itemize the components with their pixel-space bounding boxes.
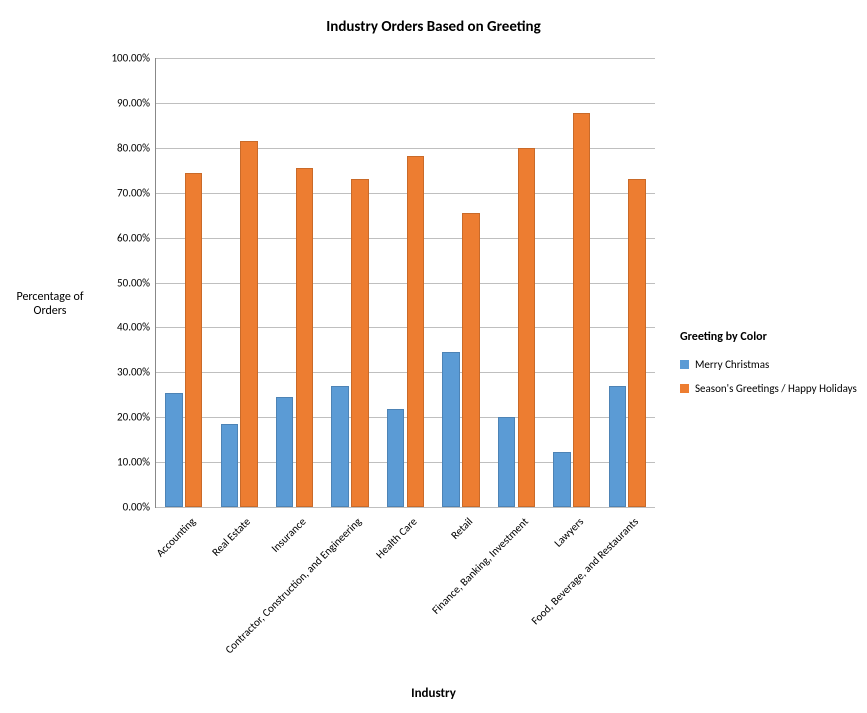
legend-item: Merry Christmas — [680, 358, 769, 371]
bar — [573, 113, 590, 507]
legend-label: Season's Greetings / Happy Holidays — [695, 382, 857, 395]
x-tick-label: Health Care — [373, 515, 419, 561]
x-tick-label: Accounting — [153, 515, 197, 559]
gridline — [156, 103, 655, 104]
bar — [185, 173, 202, 508]
x-axis-label: Industry — [0, 686, 867, 701]
bar — [628, 179, 645, 507]
x-tick-label: Retail — [448, 515, 475, 542]
bar — [442, 352, 459, 507]
bar — [165, 393, 182, 507]
y-tick-label: 0.00% — [123, 501, 156, 514]
y-axis-label: Percentage of Orders — [0, 290, 100, 319]
bar — [609, 386, 626, 507]
y-tick-label: 20.00% — [117, 411, 156, 424]
bar — [553, 452, 570, 507]
x-tick-label: Real Estate — [210, 515, 254, 559]
bar — [518, 148, 535, 507]
x-tick-label: Lawyers — [551, 515, 586, 550]
y-tick-label: 80.00% — [117, 141, 156, 154]
y-tick-label: 30.00% — [117, 366, 156, 379]
y-tick-label: 10.00% — [117, 456, 156, 469]
legend-swatch — [680, 360, 689, 369]
legend-label: Merry Christmas — [695, 358, 769, 371]
bar — [221, 424, 238, 507]
legend-swatch — [680, 384, 689, 393]
x-tick-label: Insurance — [269, 515, 309, 555]
y-tick-label: 40.00% — [117, 321, 156, 334]
y-tick-label: 50.00% — [117, 276, 156, 289]
bar — [407, 156, 424, 507]
bar — [498, 417, 515, 507]
gridline — [156, 58, 655, 59]
bar — [240, 141, 257, 507]
y-tick-label: 100.00% — [111, 52, 156, 65]
bar — [296, 168, 313, 507]
legend-title: Greeting by Color — [680, 330, 767, 344]
plot-area: 0.00%10.00%20.00%30.00%40.00%50.00%60.00… — [155, 58, 655, 508]
legend-item: Season's Greetings / Happy Holidays — [680, 382, 857, 395]
bar — [331, 386, 348, 507]
chart-container: { "title": "Industry Orders Based on Gre… — [0, 0, 867, 713]
x-tick-label: Food, Beverage, and Restaurants — [529, 515, 641, 627]
bar — [276, 397, 293, 507]
gridline — [156, 507, 655, 508]
bar — [387, 409, 404, 507]
bar — [462, 213, 479, 507]
y-tick-label: 70.00% — [117, 186, 156, 199]
bar — [351, 179, 368, 507]
chart-title: Industry Orders Based on Greeting — [0, 18, 867, 36]
y-tick-label: 60.00% — [117, 231, 156, 244]
x-tick-label: Finance, Banking, Investment — [429, 515, 531, 617]
y-tick-label: 90.00% — [117, 96, 156, 109]
